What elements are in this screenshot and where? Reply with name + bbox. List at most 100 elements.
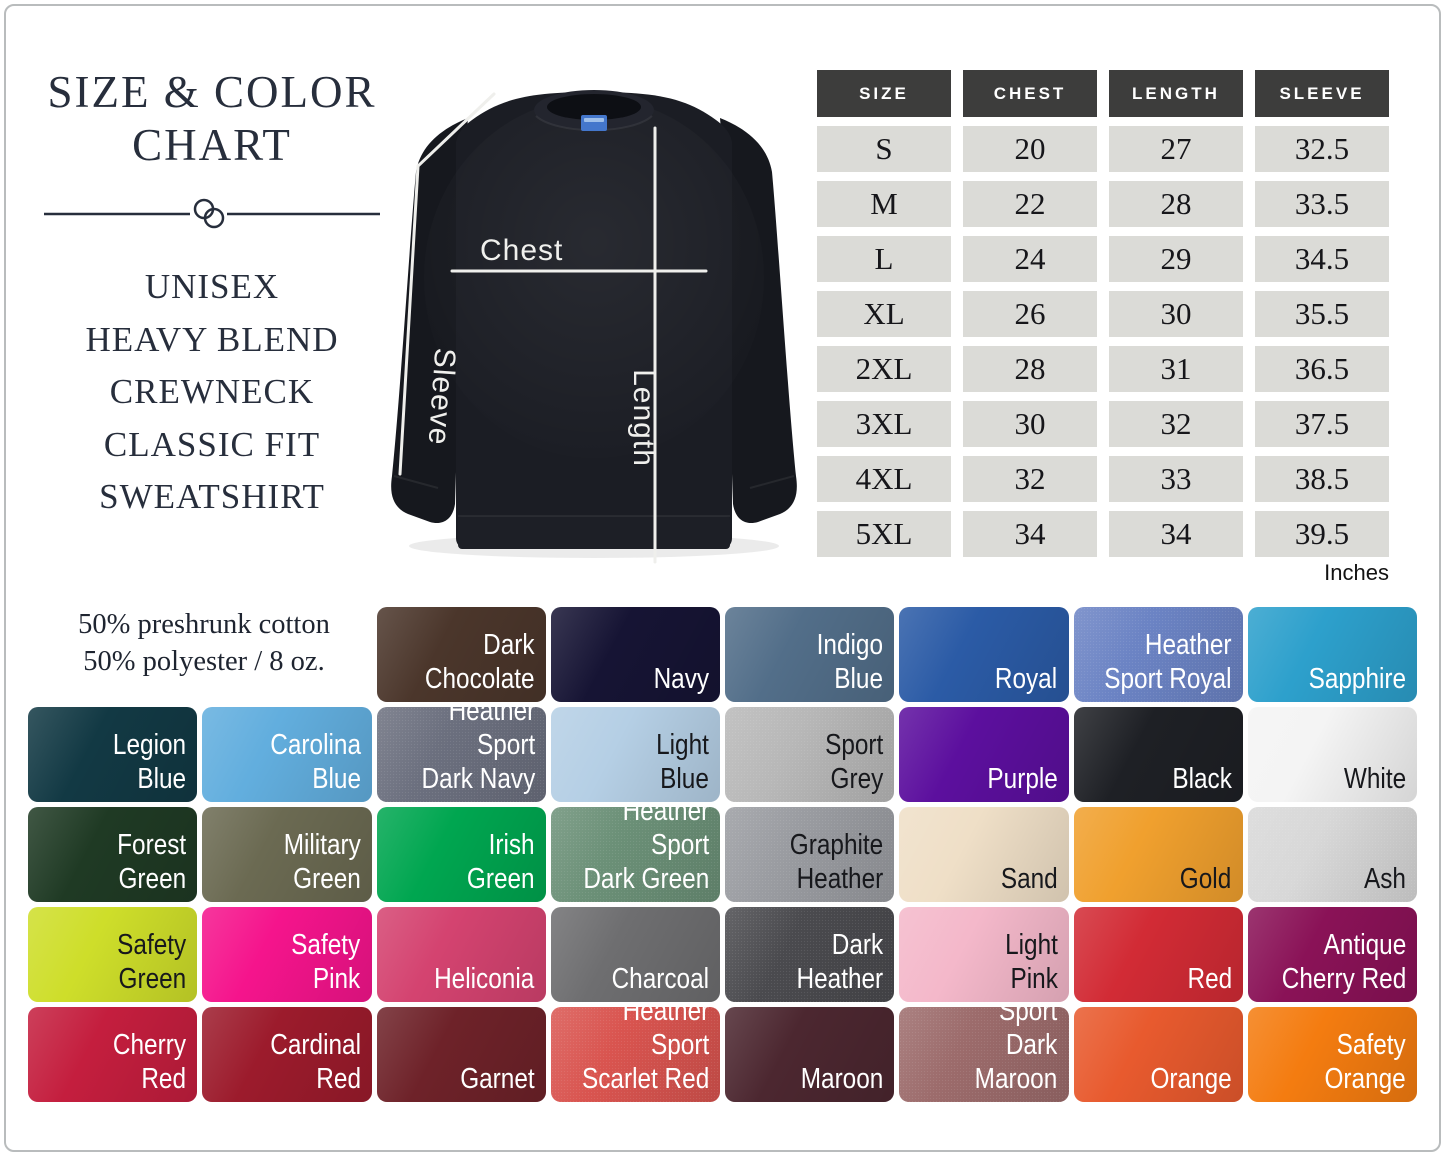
color-swatch-label: Maroon <box>800 1063 884 1096</box>
color-swatch-red: Red <box>1073 907 1243 1002</box>
size-table: SIZE CHEST LENGTH SLEEVE S 20 27 32.5 M 22 28 33.5 L… <box>817 70 1389 557</box>
color-swatch-heather-sport-dark-navy: Heather Sport Dark Navy <box>376 707 546 802</box>
units-note: Inches <box>1324 560 1389 585</box>
size-row-label: M <box>817 181 951 227</box>
color-swatch-label: Purple <box>987 763 1058 796</box>
color-swatch-label: Cardinal Red <box>269 1029 361 1096</box>
size-row-label: 5XL <box>817 511 951 557</box>
color-swatch-heliconia: Heliconia <box>376 907 546 1002</box>
color-swatch-label: Legion Blue <box>113 729 187 796</box>
color-swatch-label: Charcoal <box>611 963 709 996</box>
color-swatch-safety-pink: Safety Pink <box>202 907 372 1002</box>
color-swatch-military-green: Military Green <box>202 807 372 902</box>
color-swatch-gold: Gold <box>1073 807 1243 902</box>
size-cell: 33 <box>1109 456 1243 502</box>
color-swatch-carolina-blue: Carolina Blue <box>202 707 372 802</box>
size-cell: 28 <box>963 346 1097 392</box>
size-cell: 30 <box>1109 291 1243 337</box>
size-cell: 26 <box>963 291 1097 337</box>
sweatshirt-hem-band <box>458 516 730 549</box>
color-swatch-heather-sport-scarlet-red: Heather Sport Scarlet Red <box>550 1007 720 1102</box>
color-swatch-black: Black <box>1073 707 1243 802</box>
size-cell: 24 <box>963 236 1097 282</box>
product-subtitle: UNISEX HEAVY BLEND CREWNECK CLASSIC FIT … <box>36 261 388 524</box>
color-swatch-label: Black <box>1172 763 1232 796</box>
size-cell: 29 <box>1109 236 1243 282</box>
size-table-header-sleeve: SLEEVE <box>1255 70 1389 117</box>
sleeve-measure-line <box>398 92 496 476</box>
color-swatch-label: Navy <box>653 663 709 696</box>
subtitle-line: UNISEX <box>144 267 280 307</box>
color-swatch-heather-sport-royal: Heather Sport Royal <box>1073 607 1243 702</box>
size-cell: 34 <box>963 511 1097 557</box>
size-cell: 31 <box>1109 346 1243 392</box>
color-swatch-heather-sport-dark-green: Heather Sport Dark Green <box>550 807 720 902</box>
size-cell: 32 <box>963 456 1097 502</box>
page-title-line-2: CHART <box>132 120 292 171</box>
color-swatch-heather-sport-dark-maroon: Heather Sport Dark Maroon <box>899 1007 1069 1102</box>
subtitle-line: CLASSIC FIT <box>103 424 321 464</box>
color-swatch-garnet: Garnet <box>376 1007 546 1102</box>
color-swatch-label: Heather Sport Dark Navy <box>421 707 535 796</box>
title-divider <box>44 198 380 229</box>
color-swatch-label: Carolina Blue <box>269 729 361 796</box>
color-swatch-label: Light Pink <box>1004 929 1058 996</box>
size-row-label: L <box>817 236 951 282</box>
color-swatch-dark-heather: Dark Heather <box>725 907 895 1002</box>
size-row-label: 3XL <box>817 401 951 447</box>
color-swatch-label: Antique Cherry Red <box>1281 929 1406 996</box>
color-swatch-label: Safety Pink <box>291 929 361 996</box>
color-swatch-label: Dark Chocolate <box>425 629 535 696</box>
color-swatch-sport-grey: Sport Grey <box>725 707 895 802</box>
color-swatch-indigo-blue: Indigo Blue <box>725 607 895 702</box>
color-swatch-sand: Sand <box>899 807 1069 902</box>
color-swatch-charcoal: Charcoal <box>550 907 720 1002</box>
color-swatch-label: Heather Sport Scarlet Red <box>581 1007 709 1096</box>
size-cell: 35.5 <box>1255 291 1389 337</box>
color-swatch-maroon: Maroon <box>725 1007 895 1102</box>
color-swatch-label: Heather Sport Dark Green <box>583 807 709 896</box>
color-swatch-label: Royal <box>995 663 1058 696</box>
page-title-line-1: SIZE & COLOR <box>47 67 377 117</box>
length-measure-label: Length <box>627 369 660 467</box>
chest-measure-label: Chest <box>480 234 563 267</box>
color-swatch-cherry-red: Cherry Red <box>28 1007 198 1102</box>
size-cell: 22 <box>963 181 1097 227</box>
color-swatch-legion-blue: Legion Blue <box>28 707 198 802</box>
subtitle-line: CREWNECK <box>109 372 315 412</box>
size-row-label: 2XL <box>817 346 951 392</box>
color-swatch-label: Sand <box>1000 863 1058 896</box>
size-cell: 36.5 <box>1255 346 1389 392</box>
color-swatch-label: Heliconia <box>434 963 535 996</box>
color-swatch-label: Gold <box>1180 863 1232 896</box>
fabric-line-1: 50% preshrunk cotton <box>78 609 330 640</box>
color-swatch-safety-orange: Safety Orange <box>1247 1007 1417 1102</box>
color-swatch-label: Garnet <box>460 1063 535 1096</box>
color-swatch-safety-green: Safety Green <box>28 907 198 1002</box>
size-cell: 20 <box>963 126 1097 172</box>
color-swatch-light-pink: Light Pink <box>899 907 1069 1002</box>
collar-tag <box>581 115 607 131</box>
size-row-label: S <box>817 126 951 172</box>
fabric-line-2: 50% polyester / 8 oz. <box>83 646 325 678</box>
page-title: SIZE & COLOR CHART <box>36 66 388 172</box>
color-swatch-orange: Orange <box>1073 1007 1243 1102</box>
size-cell: 30 <box>963 401 1097 447</box>
color-swatch-cardinal-red: Cardinal Red <box>202 1007 372 1102</box>
color-swatch-sapphire: Sapphire <box>1247 607 1417 702</box>
color-swatch-light-blue: Light Blue <box>550 707 720 802</box>
color-swatch-label: Indigo Blue <box>816 629 884 696</box>
sweatshirt-measurement-diagram: Chest Sleeve Length <box>391 90 797 564</box>
title-panel: SIZE & COLOR CHART UNISEX HEAVY BLEND CR… <box>36 66 388 524</box>
subtitle-line: SWEATSHIRT <box>99 477 325 517</box>
color-swatch-white: White <box>1247 707 1417 802</box>
fabric-content-note: 50% preshrunk cotton 50% polyester / 8 o… <box>28 606 380 680</box>
color-swatch-label: Irish Green <box>467 829 535 896</box>
size-cell: 38.5 <box>1255 456 1389 502</box>
size-cell: 32 <box>1109 401 1243 447</box>
size-row-label: 4XL <box>817 456 951 502</box>
size-cell: 37.5 <box>1255 401 1389 447</box>
color-swatch-label: White <box>1343 763 1406 796</box>
size-table-header-size: SIZE <box>817 70 951 117</box>
